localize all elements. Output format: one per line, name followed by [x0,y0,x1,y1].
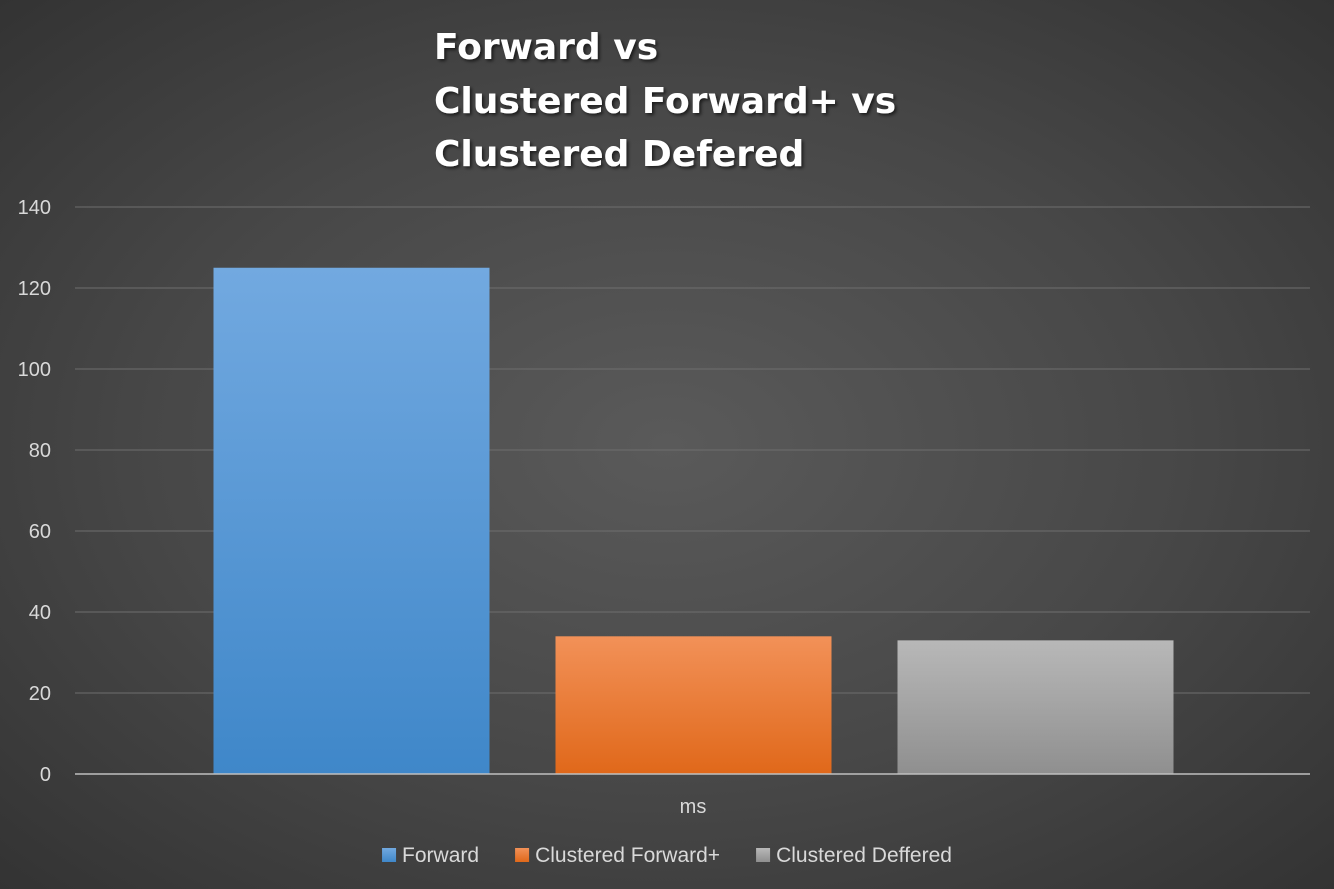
bar-clustered-deffered [897,640,1174,774]
chart-title-line-3: Clustered Defered [434,134,804,175]
legend-label: Clustered Forward+ [535,844,720,867]
x-axis-label: ms [680,796,707,818]
y-tick-label: 100 [18,359,51,381]
chart-title-line-1: Forward vs [434,27,658,68]
legend-swatch [756,848,771,862]
bars [213,267,1174,774]
y-tick-label: 40 [29,602,51,624]
legend-label: Clustered Deffered [776,844,952,867]
y-axis-tick-labels: 0 20 40 60 80 100 120 140 [18,197,51,786]
y-tick-label: 120 [18,278,51,300]
y-tick-label: 140 [18,197,51,219]
chart-title: Forward vs Clustered Forward+ vs Cluster… [434,27,896,175]
legend-swatch [515,848,530,862]
legend: Forward Clustered Forward+ Clustered Deffe… [382,844,952,867]
chart-title-line-2: Clustered Forward+ vs [434,81,896,122]
y-tick-label: 80 [29,440,51,462]
legend-label: Forward [402,844,479,867]
legend-swatch [382,848,397,862]
y-tick-label: 20 [29,683,51,705]
y-tick-label: 0 [40,764,51,786]
y-tick-label: 60 [29,521,51,543]
bar-clustered-forward [555,636,832,774]
bar-forward [213,267,490,774]
